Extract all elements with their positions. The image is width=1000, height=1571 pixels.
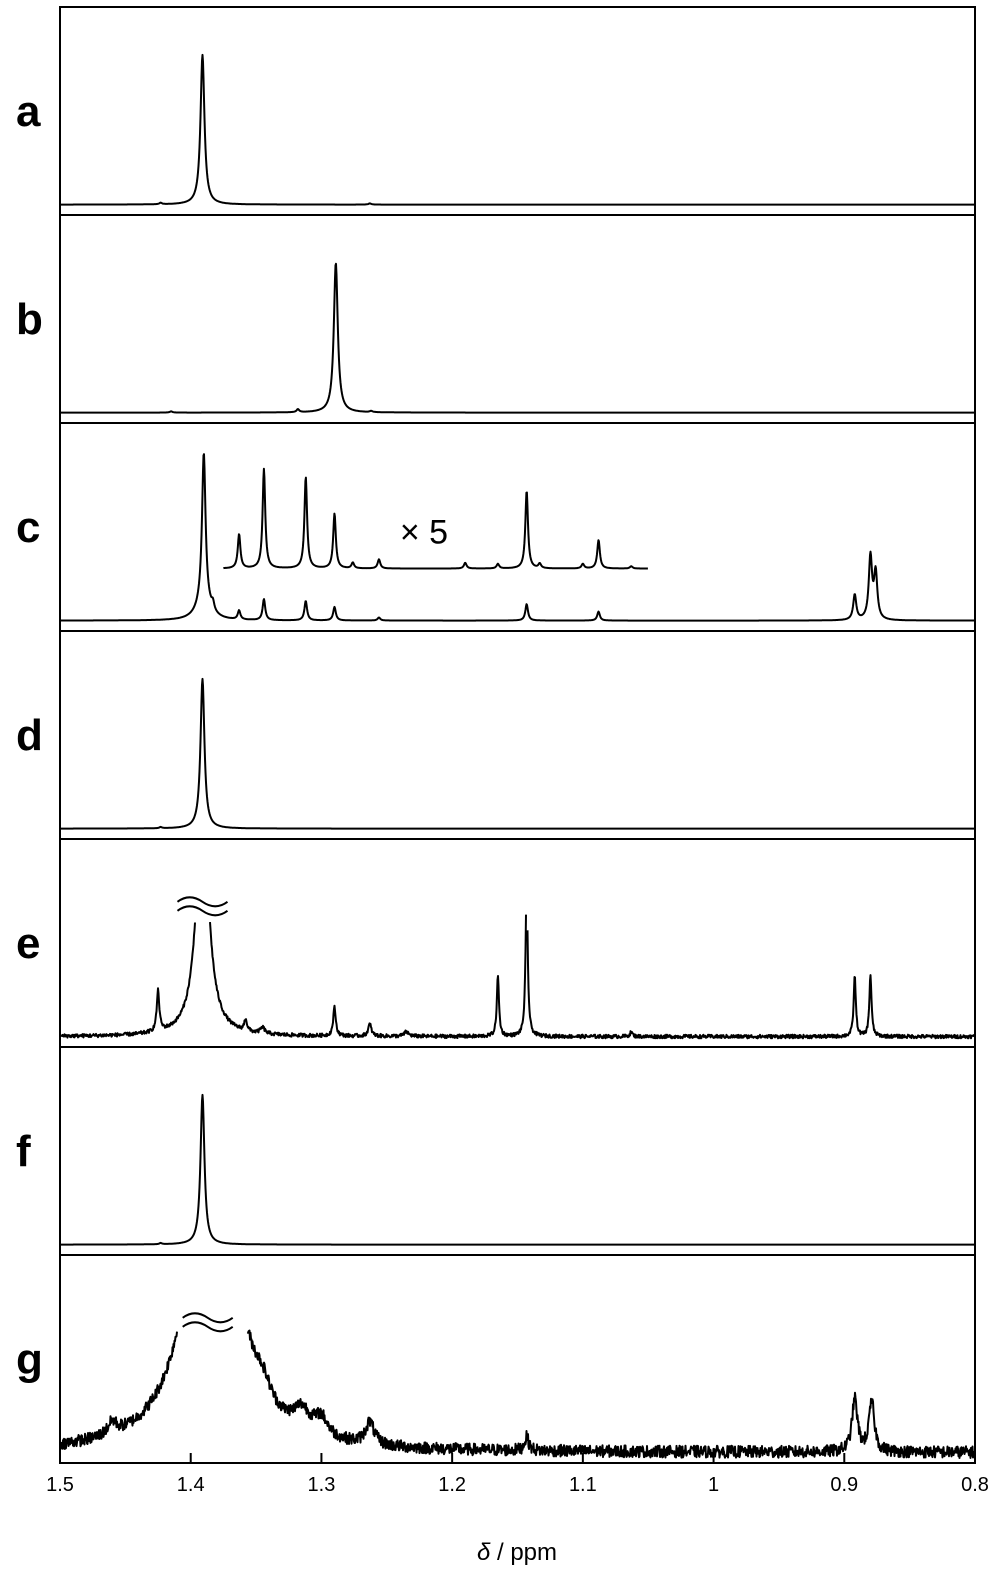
panel-label-b: b	[16, 295, 43, 344]
spectrum-trace-b	[60, 262, 975, 414]
panel-f: f	[16, 1046, 975, 1246]
spectrum-trace-c	[60, 453, 975, 622]
panel-b: b	[16, 214, 975, 414]
inset-trace-c	[222, 467, 649, 570]
x-axis-label: δ / ppm	[477, 1539, 557, 1566]
x-axis: 1.5 1.4 1.3 1.2 1.1 1 0.9 0.8	[46, 1453, 989, 1496]
panel-label-e: e	[16, 919, 40, 968]
spectrum-trace-d	[60, 677, 975, 830]
panel-label-g: g	[16, 1335, 43, 1384]
spectrum-trace-f	[60, 1093, 975, 1246]
panel-label-f: f	[16, 1127, 31, 1176]
x-tick-label: 1.1	[569, 1474, 597, 1496]
panel-label-c: c	[16, 503, 40, 552]
spectrum-trace-a	[60, 53, 975, 206]
x-axis-label-symbol: δ	[477, 1539, 491, 1566]
x-tick-label: 1	[708, 1474, 719, 1496]
inset-scale-label: × 5	[400, 514, 448, 552]
axis-break-mark	[176, 905, 229, 917]
panel-label-a: a	[16, 87, 41, 136]
x-tick-label: 1.3	[308, 1474, 336, 1496]
x-tick-label: 1.2	[438, 1474, 466, 1496]
x-tick-label: 0.8	[961, 1474, 989, 1496]
axis-break-mark	[182, 1312, 234, 1324]
panel-e: e	[16, 838, 975, 1040]
panel-c: c × 5	[16, 422, 975, 622]
panel-g: g	[16, 1254, 975, 1459]
axis-break-mark	[176, 896, 229, 908]
spectrum-trace-e	[60, 914, 975, 1040]
spectra-panels: a b c × 5 d e f g	[16, 53, 975, 1459]
x-tick-label: 1.5	[46, 1474, 74, 1496]
panel-label-d: d	[16, 711, 43, 760]
plot-frame	[59, 6, 976, 1464]
x-tick-label: 1.4	[177, 1474, 205, 1496]
axis-break-mark	[182, 1321, 234, 1333]
panel-a: a	[16, 53, 975, 206]
panel-d: d	[16, 630, 975, 830]
x-axis-label-unit: / ppm	[490, 1539, 557, 1566]
spectrum-trace-g	[60, 1329, 975, 1459]
x-tick-label: 0.9	[830, 1474, 858, 1496]
